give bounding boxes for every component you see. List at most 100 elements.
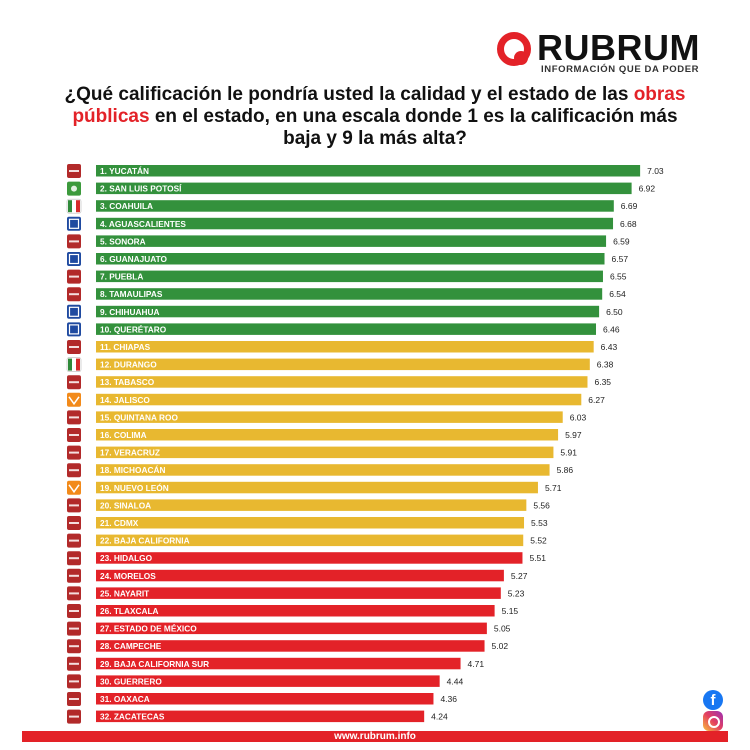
morena-icon — [67, 604, 81, 618]
mc-icon — [67, 392, 81, 407]
bar-category-label: 13. TABASCO — [100, 377, 155, 387]
bar-category-label: 7. PUEBLA — [100, 272, 143, 282]
bar-value-label: 6.50 — [606, 307, 623, 317]
morena-icon — [67, 586, 81, 601]
bar — [96, 270, 603, 283]
bar-category-label: 15. QUINTANA ROO — [100, 412, 178, 422]
title-highlight: obras públicas — [72, 84, 686, 127]
brand-tagline: INFORMACIÓN QUE DA PODER — [541, 64, 700, 75]
footer-url[interactable]: www.rubrum.info — [334, 731, 416, 742]
bar — [96, 200, 614, 212]
bar — [96, 517, 525, 529]
bar — [96, 552, 523, 564]
rubrum-logo: RUBRUM INFORMACIÓN QUE DA PODER — [497, 27, 727, 78]
pri-icon — [66, 357, 82, 372]
bar-category-label: 5. SONORA — [100, 236, 146, 246]
bar-value-label: 5.51 — [529, 553, 546, 563]
bar-category-label: 8. TAMAULIPAS — [100, 289, 163, 299]
bar-category-label: 30. GUERRERO — [100, 676, 162, 686]
bar-value-label: 5.56 — [533, 500, 550, 510]
bar-value-label: 6.46 — [603, 324, 620, 334]
bar — [96, 605, 495, 617]
facebook-icon[interactable]: f — [703, 690, 723, 710]
bar-value-label: 6.27 — [588, 395, 605, 405]
bar-value-label: 6.57 — [612, 254, 629, 264]
bar-value-label: 5.52 — [530, 536, 547, 546]
bar-category-label: 18. MICHOACÁN — [100, 465, 165, 475]
bar-value-label: 6.68 — [620, 219, 637, 229]
bar-category-label: 17. VERACRUZ — [100, 448, 160, 458]
morena-icon — [67, 551, 81, 566]
bar — [96, 411, 563, 423]
bar — [96, 429, 559, 441]
bar — [96, 305, 600, 318]
bar-category-label: 27. ESTADO DE MÉXICO — [100, 624, 197, 634]
bar-category-label: 23. HIDALGO — [100, 553, 153, 563]
bar-value-label: 6.38 — [597, 360, 614, 370]
morena-icon — [67, 410, 81, 425]
pan-icon — [67, 304, 81, 319]
bar — [96, 217, 614, 230]
logo-target-icon — [497, 32, 531, 66]
morena-icon — [67, 234, 81, 249]
bar-value-label: 6.59 — [613, 236, 630, 246]
bar-value-label: 6.92 — [639, 184, 656, 194]
bar-category-label: 28. CAMPECHE — [100, 641, 162, 651]
bar — [96, 481, 538, 494]
morena-icon — [67, 269, 81, 284]
morena-icon — [67, 709, 81, 724]
bar-value-label: 6.35 — [594, 377, 611, 387]
morena-icon — [67, 568, 81, 583]
bar-value-label: 5.97 — [565, 430, 582, 440]
morena-icon — [67, 656, 81, 671]
bar — [96, 622, 487, 635]
morena-icon — [67, 340, 81, 354]
morena-icon — [67, 692, 81, 706]
bar-category-label: 6. GUANAJUATO — [100, 254, 168, 264]
pan-icon — [67, 322, 81, 337]
bar-category-label: 9. CHIHUAHUA — [100, 307, 159, 317]
bar — [96, 675, 440, 687]
bar-value-label: 5.53 — [531, 518, 548, 528]
title-part1: ¿Qué calificación le pondría usted la ca… — [64, 84, 629, 105]
brand-name: RUBRUM — [537, 27, 700, 68]
bar — [96, 182, 632, 195]
bar-value-label: 5.27 — [511, 571, 528, 581]
bar — [96, 657, 461, 670]
bar-category-label: 1. YUCATÁN — [100, 166, 149, 176]
bar-category-label: 19. NUEVO LEÓN — [100, 482, 169, 493]
morena-icon — [67, 621, 81, 636]
bar-category-label: 24. MORELOS — [100, 571, 156, 581]
bar — [96, 446, 554, 459]
mc-icon — [67, 480, 81, 495]
bar-value-label: 4.24 — [431, 712, 448, 722]
bar — [96, 587, 501, 599]
bar-category-label: 14. JALISCO — [100, 395, 150, 405]
bar-value-label: 7.03 — [647, 166, 664, 176]
bar — [96, 640, 485, 652]
bar — [96, 341, 594, 353]
bar — [96, 288, 603, 300]
pvem-icon — [67, 181, 81, 196]
bar-value-label: 6.55 — [610, 272, 627, 282]
bar-value-label: 5.15 — [502, 606, 519, 616]
bar — [96, 165, 641, 177]
bar-category-label: 10. QUERÉTARO — [100, 324, 167, 334]
morena-icon — [67, 639, 81, 654]
bar-category-label: 4. AGUASCALIENTES — [100, 219, 186, 229]
bar — [96, 499, 527, 511]
morena-icon — [67, 516, 81, 530]
morena-icon — [67, 498, 81, 513]
bar-category-label: 25. NAYARIT — [100, 588, 149, 598]
pan-icon — [67, 216, 81, 231]
bar-value-label: 4.44 — [447, 676, 464, 686]
bar — [96, 358, 590, 371]
bar-value-label: 4.36 — [440, 694, 457, 704]
bar-value-label: 6.69 — [621, 201, 638, 211]
bar — [96, 534, 524, 547]
bar-category-label: 32. ZACATECAS — [100, 712, 165, 722]
bar-value-label: 6.03 — [570, 412, 587, 422]
bar — [96, 376, 588, 388]
instagram-icon[interactable] — [703, 711, 723, 731]
